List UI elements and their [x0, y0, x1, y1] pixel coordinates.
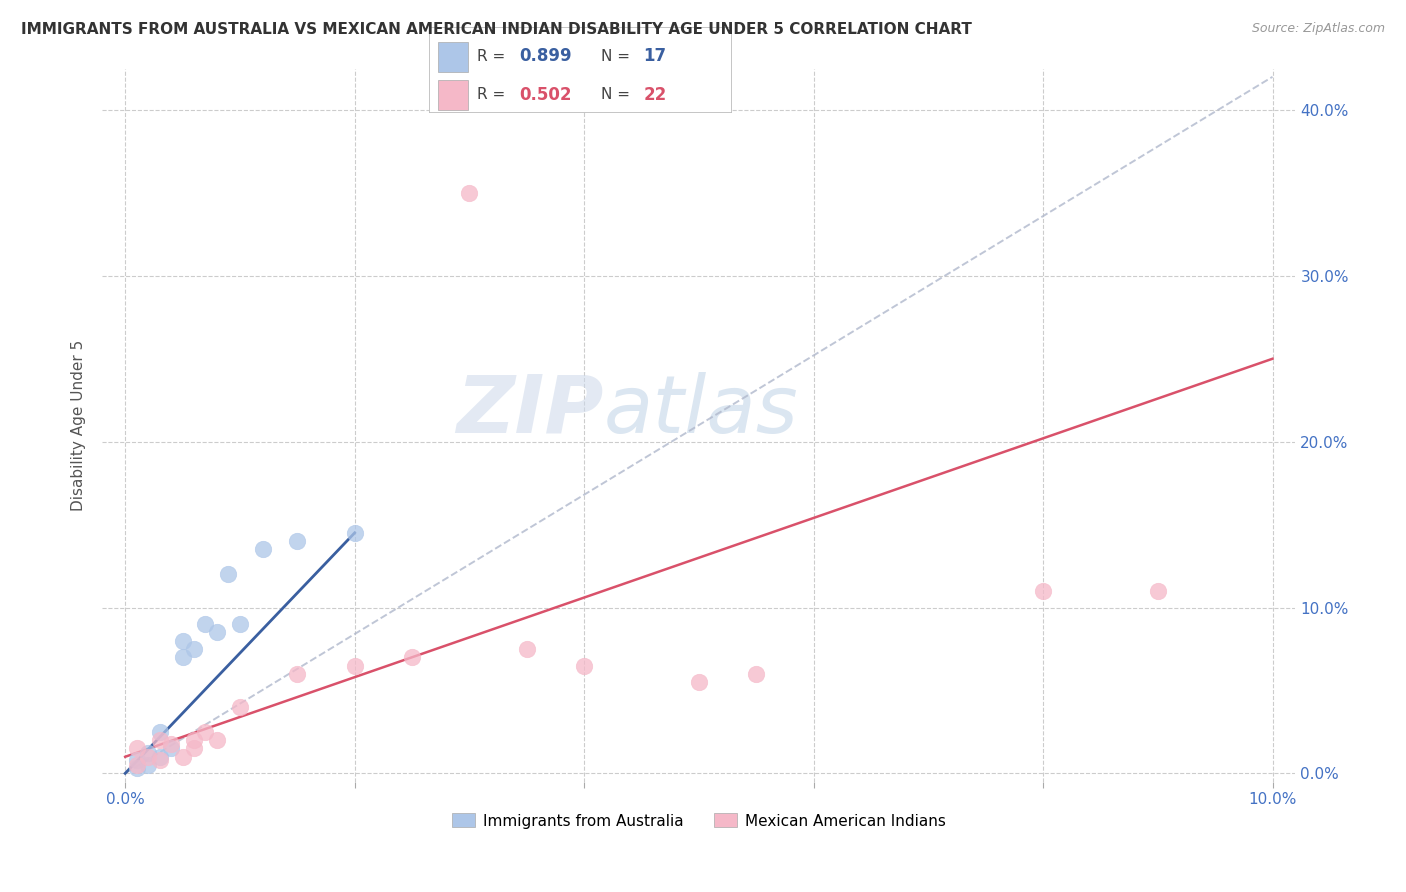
Point [285, 666, 308, 681]
Text: ZIP: ZIP [456, 372, 603, 450]
Point [183, 733, 205, 747]
Point [205, 733, 228, 747]
Point [160, 741, 183, 756]
Text: N =: N = [602, 87, 636, 102]
Point [458, 186, 481, 200]
Text: R =: R = [477, 87, 510, 102]
Point [125, 761, 148, 775]
Point [217, 567, 239, 582]
Point [401, 650, 423, 665]
Point [285, 534, 308, 549]
Point [125, 741, 148, 756]
Point [136, 749, 159, 764]
Point [172, 633, 194, 648]
Point [136, 747, 159, 761]
Point [125, 753, 148, 767]
Point [148, 749, 170, 764]
Point [160, 737, 183, 751]
Text: 0.899: 0.899 [520, 47, 572, 65]
Text: 22: 22 [644, 86, 666, 103]
Point [229, 700, 252, 714]
Text: Source: ZipAtlas.com: Source: ZipAtlas.com [1251, 22, 1385, 36]
Point [343, 658, 366, 673]
Text: IMMIGRANTS FROM AUSTRALIA VS MEXICAN AMERICAN INDIAN DISABILITY AGE UNDER 5 CORR: IMMIGRANTS FROM AUSTRALIA VS MEXICAN AME… [21, 22, 972, 37]
Bar [437, 42, 468, 71]
Bar [437, 80, 468, 110]
Point [172, 650, 194, 665]
Point [745, 666, 768, 681]
Text: N =: N = [602, 49, 636, 64]
Text: 0.502: 0.502 [520, 86, 572, 103]
Text: 17: 17 [644, 47, 666, 65]
Point [194, 725, 217, 739]
Legend: Immigrants from Australia, Mexican American Indians: Immigrants from Australia, Mexican Ameri… [446, 807, 952, 835]
Point [136, 758, 159, 772]
Point [343, 525, 366, 540]
Point [183, 642, 205, 657]
Point [1032, 583, 1054, 598]
Point [205, 625, 228, 640]
Point [1146, 583, 1168, 598]
Point [172, 749, 194, 764]
Point [229, 617, 252, 632]
Point [516, 642, 538, 657]
Point [183, 741, 205, 756]
Point [148, 733, 170, 747]
Text: atlas: atlas [603, 372, 799, 450]
Point [252, 542, 274, 557]
Point [148, 725, 170, 739]
Y-axis label: Disability Age Under 5: Disability Age Under 5 [72, 340, 86, 511]
Point [148, 753, 170, 767]
Point [688, 675, 710, 690]
Text: R =: R = [477, 49, 510, 64]
Point [572, 658, 595, 673]
Point [125, 758, 148, 772]
Point [194, 617, 217, 632]
